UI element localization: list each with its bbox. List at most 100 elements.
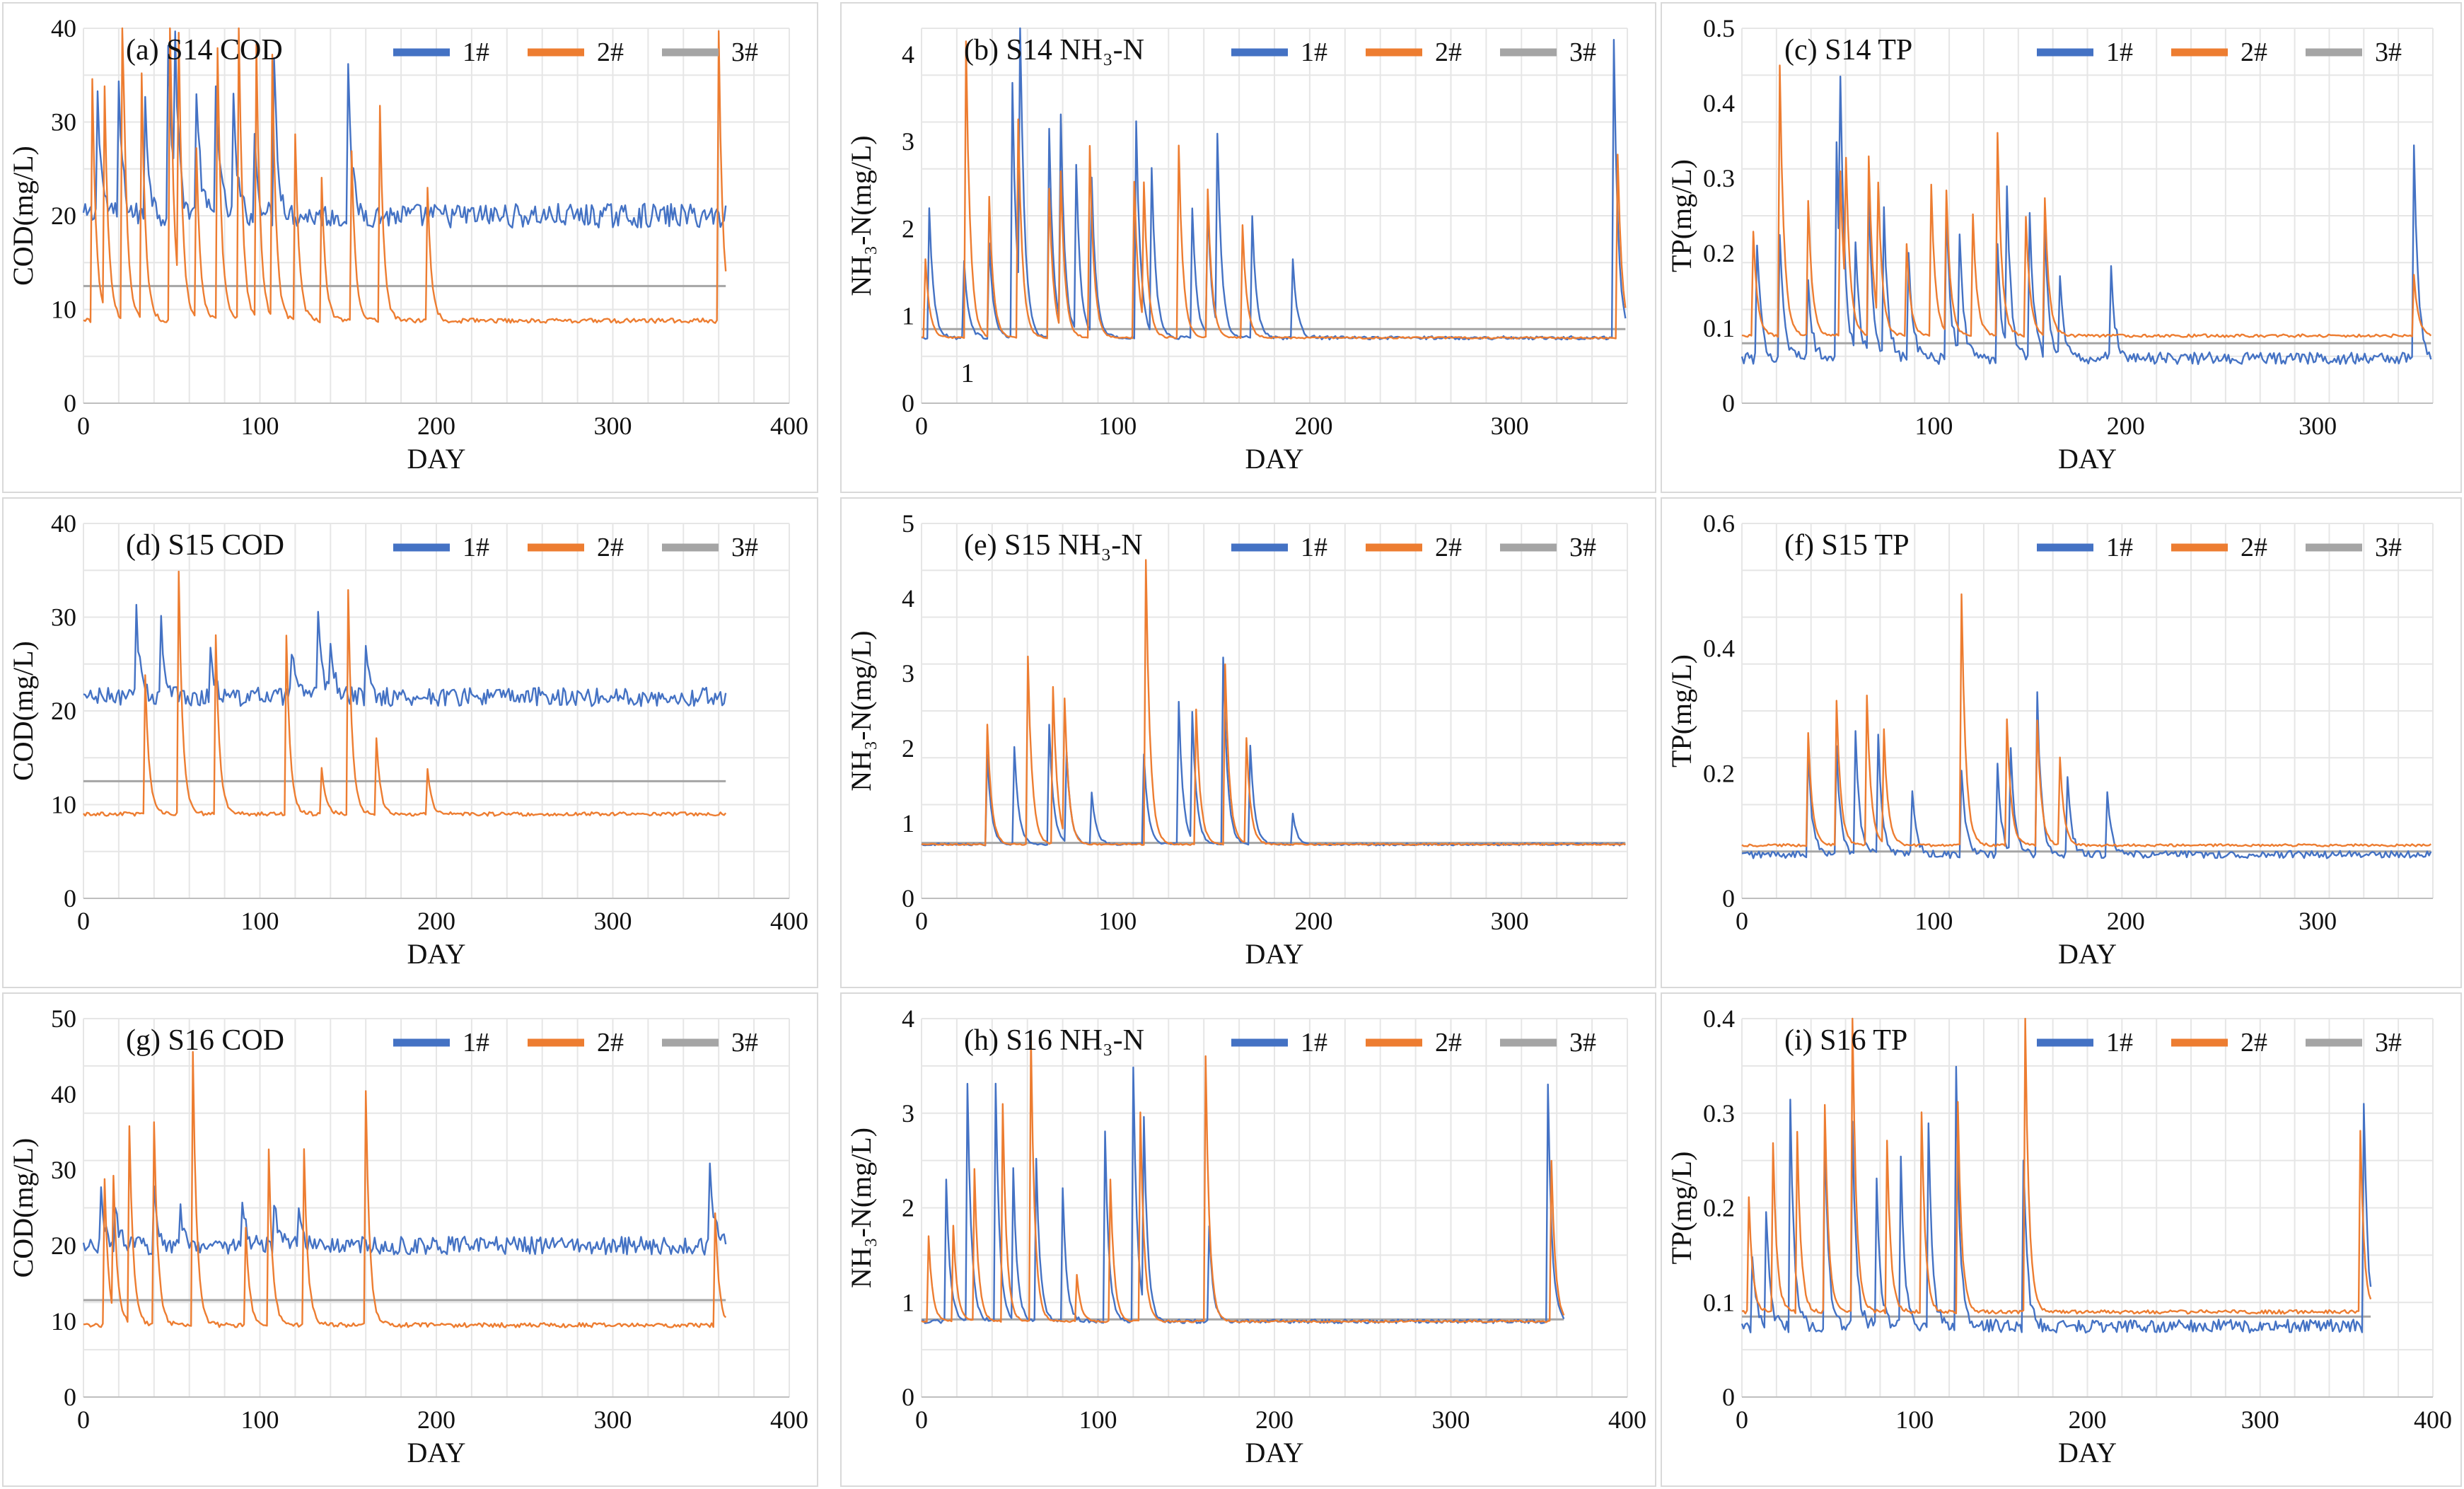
series-line-1: [1741, 1065, 2372, 1334]
x-tick-label: 300: [1491, 412, 1529, 440]
x-axis-label: DAY: [2058, 938, 2117, 970]
legend-label-1: 1#: [463, 533, 489, 562]
x-tick-label: 200: [2107, 907, 2145, 935]
legend-label-1: 1#: [2106, 1028, 2133, 1058]
legend-label-1: 1#: [463, 37, 489, 67]
legend-label-3: 3#: [2375, 533, 2402, 562]
panel-title: (f) S15 TP: [1784, 529, 1910, 562]
x-tick-label: 200: [1294, 907, 1332, 935]
y-tick-label: 10: [51, 296, 76, 324]
y-tick-label: 30: [51, 108, 76, 137]
legend-label-1: 1#: [1301, 533, 1327, 562]
series-line-1: [1741, 691, 2432, 859]
x-axis-label: DAY: [1245, 1437, 1304, 1468]
x-tick-label: 100: [1914, 412, 1953, 440]
x-tick-label: 200: [417, 907, 455, 935]
y-tick-label: 0.3: [1703, 1099, 1735, 1128]
x-tick-label: 0: [915, 1406, 928, 1434]
legend-label-2: 2#: [1435, 533, 1462, 562]
y-axis-label: COD(mg/L): [7, 1138, 39, 1278]
series-line-2: [1741, 1017, 2372, 1315]
y-tick-label: 1: [902, 809, 914, 838]
x-tick-label: 0: [915, 907, 928, 935]
legend-label-1: 1#: [2106, 37, 2133, 67]
x-tick-label: 0: [77, 1406, 90, 1434]
panel-f-s15-tp: 0 100 200 300 0 0.2 0.4 0.6 DAY TP(mg/L) (f) S15 T…: [1661, 497, 2462, 988]
y-tick-label: 0: [902, 884, 914, 912]
panel-title: (d) S15 COD: [126, 529, 284, 562]
legend-label-1: 1#: [2106, 533, 2133, 562]
panel-border: [1661, 2, 2462, 493]
x-tick-label: 100: [241, 412, 279, 440]
legend-label-2: 2#: [2241, 1028, 2267, 1058]
x-tick-label: 100: [241, 1406, 279, 1434]
y-tick-label: 0: [64, 1383, 76, 1411]
y-tick-label: 40: [51, 1080, 76, 1108]
x-axis-label: DAY: [407, 938, 466, 970]
y-tick-label: 10: [51, 791, 76, 819]
y-tick-label: 50: [51, 1004, 76, 1033]
x-tick-label: 0: [77, 412, 90, 440]
panel-g-s16-cod: 0 100 200 300 400 0 10 20 30 40 50 DAY COD(mg/L) (g) …: [2, 992, 818, 1487]
y-tick-label: 0.4: [1703, 89, 1735, 117]
x-tick-label: 0: [77, 907, 90, 935]
legend-label-3: 3#: [731, 37, 758, 67]
series-line-1: [1741, 75, 2432, 365]
y-tick-label: 30: [51, 603, 76, 632]
legend-label-2: 2#: [2241, 37, 2267, 67]
x-tick-label: 300: [2241, 1406, 2279, 1434]
y-tick-label: 0.2: [1703, 1194, 1735, 1222]
panel-border: [1661, 992, 2462, 1487]
series-line-2: [1741, 64, 2432, 338]
y-tick-label: 0.5: [1703, 14, 1735, 42]
legend-label-3: 3#: [731, 533, 758, 562]
y-tick-label: 0.1: [1703, 314, 1735, 342]
x-tick-label: 200: [417, 412, 455, 440]
y-tick-label: 20: [51, 202, 76, 230]
x-tick-label: 300: [1491, 907, 1529, 935]
x-tick-label: 200: [2069, 1406, 2107, 1434]
x-tick-label: 0: [915, 412, 928, 440]
panel-title: (b) S14 NH₃-N: [964, 34, 1144, 66]
y-axis-label: TP(mg/L): [1666, 159, 1697, 272]
y-tick-label: 2: [902, 1194, 914, 1222]
x-tick-label: 200: [2107, 412, 2145, 440]
x-tick-label: 300: [2299, 412, 2337, 440]
x-tick-label: 400: [2414, 1406, 2452, 1434]
y-tick-label: 0: [64, 884, 76, 912]
plot-annotation: 1: [960, 359, 974, 388]
legend-label-1: 1#: [463, 1028, 489, 1058]
panel-border: [2, 992, 818, 1487]
x-tick-label: 300: [594, 1406, 632, 1434]
legend-label-3: 3#: [1569, 37, 1596, 67]
x-tick-label: 400: [770, 412, 808, 440]
panel-border: [840, 2, 1656, 493]
x-tick-label: 100: [1895, 1406, 1934, 1434]
panel-b-s14-nh3n: 0 100 200 300 0 1 2 3 4 DAY NH₃-N(mg/L) (b) S14 NH₃…: [840, 2, 1656, 493]
legend-label-1: 1#: [1301, 37, 1327, 67]
y-tick-label: 0.3: [1703, 164, 1735, 192]
x-tick-label: 100: [1098, 412, 1137, 440]
series-line-2: [83, 27, 727, 324]
y-tick-label: 5: [902, 509, 914, 538]
y-tick-label: 0: [64, 389, 76, 417]
x-axis-label: DAY: [1245, 443, 1304, 475]
x-axis-label: DAY: [1245, 938, 1304, 970]
y-tick-label: 0: [1722, 389, 1735, 417]
x-axis-label: DAY: [407, 443, 466, 475]
y-tick-label: 0.4: [1703, 1004, 1735, 1033]
panel-i-s16-tp: 0 100 200 300 400 0 0.1 0.2 0.3 0.4 DAY TP(mg/L) (i)…: [1661, 992, 2462, 1487]
y-tick-label: 0: [902, 1383, 914, 1411]
series-line-1: [82, 30, 727, 228]
y-axis-label: COD(mg/L): [7, 641, 39, 781]
y-axis-label: NH₃-N(mg/L): [845, 1128, 877, 1288]
y-tick-label: 0.2: [1703, 759, 1735, 787]
x-tick-label: 400: [1608, 1406, 1646, 1434]
panel-title: (a) S14 COD: [126, 34, 283, 66]
x-tick-label: 100: [1098, 907, 1137, 935]
y-tick-label: 2: [902, 734, 914, 763]
x-tick-label: 300: [594, 907, 632, 935]
legend-label-3: 3#: [1569, 1028, 1596, 1058]
panel-title: (h) S16 NH₃-N: [964, 1024, 1144, 1057]
